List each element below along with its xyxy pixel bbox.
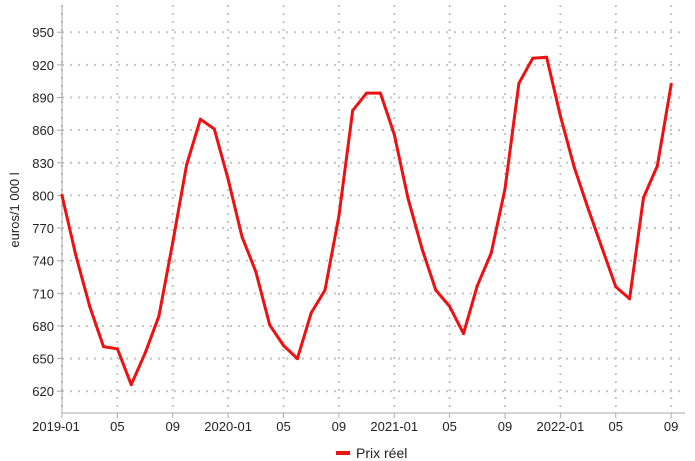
- data-point[interactable]: [475, 284, 479, 288]
- y-tick-label: 680: [32, 319, 54, 334]
- y-tick-label: 860: [32, 123, 54, 138]
- legend[interactable]: Prix réel: [336, 445, 407, 461]
- x-tick-label: 2022-01: [537, 419, 585, 434]
- data-point[interactable]: [240, 235, 244, 239]
- data-point[interactable]: [503, 187, 507, 191]
- data-point[interactable]: [600, 246, 604, 250]
- data-point[interactable]: [628, 297, 632, 301]
- data-point[interactable]: [558, 114, 562, 118]
- y-tick-label: 620: [32, 384, 54, 399]
- data-point[interactable]: [586, 207, 590, 210]
- data-point[interactable]: [60, 193, 64, 197]
- data-point[interactable]: [323, 288, 327, 292]
- y-tick-label: 800: [32, 188, 54, 203]
- data-point[interactable]: [351, 109, 355, 112]
- data-point[interactable]: [295, 357, 299, 361]
- x-tick-label: 09: [332, 419, 346, 434]
- x-tick-labels: 2019-01 05 09 2020-01 05 09 2021-01 05 09 2022-01…: [32, 413, 678, 434]
- x-tick-label: 2019-01: [32, 419, 80, 434]
- data-point[interactable]: [448, 304, 452, 308]
- y-tick-label: 830: [32, 156, 54, 171]
- data-point[interactable]: [309, 311, 313, 315]
- data-point[interactable]: [171, 240, 175, 244]
- y-tick-label: 950: [32, 25, 54, 40]
- data-point[interactable]: [392, 133, 396, 136]
- data-point[interactable]: [115, 347, 119, 351]
- x-tick-label: 09: [498, 419, 512, 434]
- y-tick-label: 710: [32, 286, 54, 301]
- data-point[interactable]: [434, 288, 438, 292]
- y-tick-label: 740: [32, 254, 54, 269]
- x-tick-label: 05: [609, 419, 623, 434]
- data-point[interactable]: [545, 55, 549, 59]
- data-point[interactable]: [185, 163, 189, 167]
- series-layer: [60, 55, 673, 387]
- data-point[interactable]: [102, 345, 105, 349]
- y-tick-label: 890: [32, 90, 54, 105]
- data-point[interactable]: [254, 270, 258, 274]
- data-point[interactable]: [572, 165, 576, 169]
- data-point[interactable]: [337, 214, 341, 218]
- data-point[interactable]: [378, 91, 382, 95]
- x-tick-label: 05: [110, 419, 124, 434]
- y-tick-labels: 620 650 680 710 740 770 800 830 860 890 920 950: [32, 25, 62, 399]
- x-tick-label: 05: [276, 419, 290, 434]
- data-point[interactable]: [614, 285, 618, 289]
- data-point[interactable]: [406, 197, 410, 201]
- data-point[interactable]: [268, 323, 272, 327]
- data-point[interactable]: [129, 383, 133, 387]
- data-point[interactable]: [669, 82, 673, 86]
- data-point[interactable]: [420, 247, 424, 251]
- data-point[interactable]: [212, 127, 216, 131]
- data-point[interactable]: [157, 314, 161, 318]
- data-point[interactable]: [462, 332, 465, 336]
- y-tick-label: 920: [32, 58, 54, 73]
- data-point[interactable]: [517, 81, 521, 85]
- legend-label-prix-reel: Prix réel: [356, 445, 407, 461]
- data-point[interactable]: [365, 91, 369, 95]
- data-point[interactable]: [282, 344, 285, 347]
- x-tick-label: 09: [166, 419, 180, 434]
- x-tick-label: 05: [442, 419, 456, 434]
- data-point[interactable]: [642, 196, 645, 200]
- data-point[interactable]: [88, 304, 92, 308]
- data-point[interactable]: [198, 117, 202, 121]
- data-point[interactable]: [143, 351, 147, 355]
- x-tick-label: 09: [664, 419, 678, 434]
- y-tick-label: 650: [32, 352, 54, 367]
- data-point[interactable]: [655, 164, 659, 168]
- y-axis-title: euros/1 000 l: [7, 172, 22, 247]
- x-tick-label: 2020-01: [204, 419, 252, 434]
- y-tick-label: 770: [32, 221, 54, 236]
- data-point[interactable]: [74, 253, 78, 257]
- x-tick-label: 2021-01: [370, 419, 418, 434]
- data-point[interactable]: [226, 177, 230, 181]
- data-point[interactable]: [489, 251, 493, 255]
- data-point[interactable]: [531, 56, 535, 60]
